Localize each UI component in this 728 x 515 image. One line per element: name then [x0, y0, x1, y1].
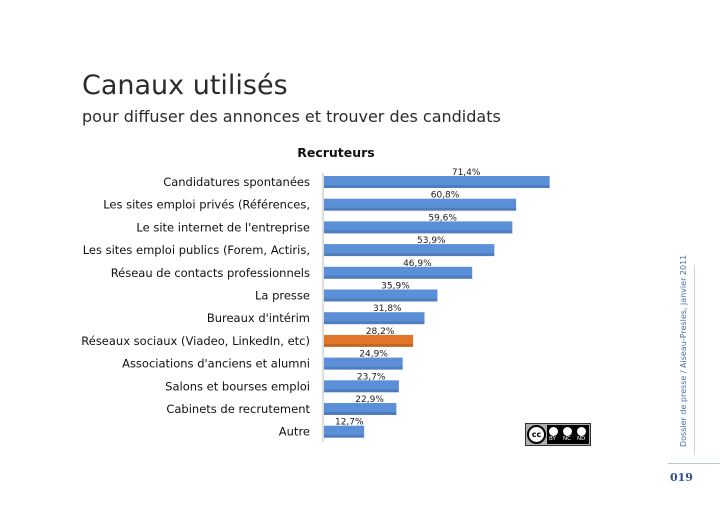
- data-label: 46,9%: [403, 259, 432, 269]
- bar: [324, 380, 399, 393]
- category-label: Les sites emploi privés (Références,: [103, 198, 310, 212]
- bar-shading: [324, 412, 397, 415]
- license-label-nc: NC: [563, 436, 571, 442]
- noderivatives-icon: [577, 427, 586, 436]
- license-label-nd: ND: [577, 436, 586, 442]
- data-label: 59,6%: [428, 213, 457, 223]
- bar-shading: [324, 230, 513, 234]
- category-label: Candidatures spontanées: [163, 175, 310, 189]
- bar: [324, 403, 397, 415]
- bar-shading: [324, 298, 438, 302]
- side-caption: Dossier de presse / Aiseau-Presles, janv…: [679, 254, 688, 447]
- data-label: 35,9%: [381, 282, 410, 292]
- data-label: 31,8%: [373, 304, 402, 314]
- data-label: 60,8%: [431, 191, 460, 201]
- bar-shading: [324, 321, 425, 325]
- data-label: 22,9%: [355, 395, 384, 405]
- bar: [324, 312, 425, 325]
- chart-title: Recruteurs: [297, 145, 375, 160]
- data-label: 71,4%: [452, 168, 481, 178]
- category-label: Réseau de contacts professionnels: [111, 266, 310, 280]
- data-label: 23,7%: [357, 372, 386, 382]
- bar: [324, 289, 438, 302]
- category-label: Réseaux sociaux (Viadeo, LinkedIn, etc): [81, 334, 310, 348]
- data-label: 28,2%: [366, 327, 395, 337]
- category-label: Salons et bourses emploi: [165, 379, 310, 393]
- data-label: 53,9%: [417, 236, 446, 246]
- bar-highlight: [324, 334, 414, 347]
- page-title: Canaux utilisés: [82, 70, 288, 101]
- bar: [324, 198, 517, 211]
- bar-shading: [324, 389, 399, 393]
- footer-divider: [668, 463, 720, 464]
- category-label: Autre: [279, 425, 310, 439]
- bar: [324, 221, 513, 234]
- bar: [324, 244, 495, 257]
- bar: [324, 357, 403, 370]
- page-number: 019: [670, 471, 693, 484]
- license-label-by: BY: [549, 436, 556, 442]
- bar-shading: [324, 253, 495, 257]
- side-divider: [694, 265, 695, 455]
- category-label: Cabinets de recrutement: [166, 402, 310, 416]
- data-label: 24,9%: [359, 350, 388, 360]
- data-label: 12,7%: [335, 418, 364, 428]
- noncommercial-icon: [563, 427, 572, 436]
- bar-group: Candidatures spontanées 71,4% Les sites em…: [81, 168, 550, 439]
- license-strip: BY NC ND: [547, 425, 589, 444]
- bar-shading: [324, 366, 403, 370]
- bar-shading: [324, 275, 473, 279]
- attribution-icon: [549, 427, 558, 436]
- category-label: Associations d'anciens et alumni: [122, 357, 310, 371]
- bar-shading: [324, 185, 550, 188]
- page-subtitle: pour diffuser des annonces et trouver de…: [82, 107, 501, 126]
- bar: [324, 176, 550, 188]
- bar: [324, 425, 365, 438]
- cc-icon: cc: [527, 425, 546, 444]
- bar-shading: [324, 434, 365, 438]
- bar-shading: [324, 207, 517, 211]
- bar-shading: [324, 343, 414, 347]
- category-label: Bureaux d'intérim: [207, 311, 310, 325]
- category-label: La presse: [255, 289, 310, 303]
- bar: [324, 266, 473, 279]
- category-label: Le site internet de l'entreprise: [136, 220, 310, 234]
- creative-commons-badge: cc BY NC ND: [525, 423, 591, 446]
- category-label: Les sites emploi publics (Forem, Actiris…: [83, 243, 310, 257]
